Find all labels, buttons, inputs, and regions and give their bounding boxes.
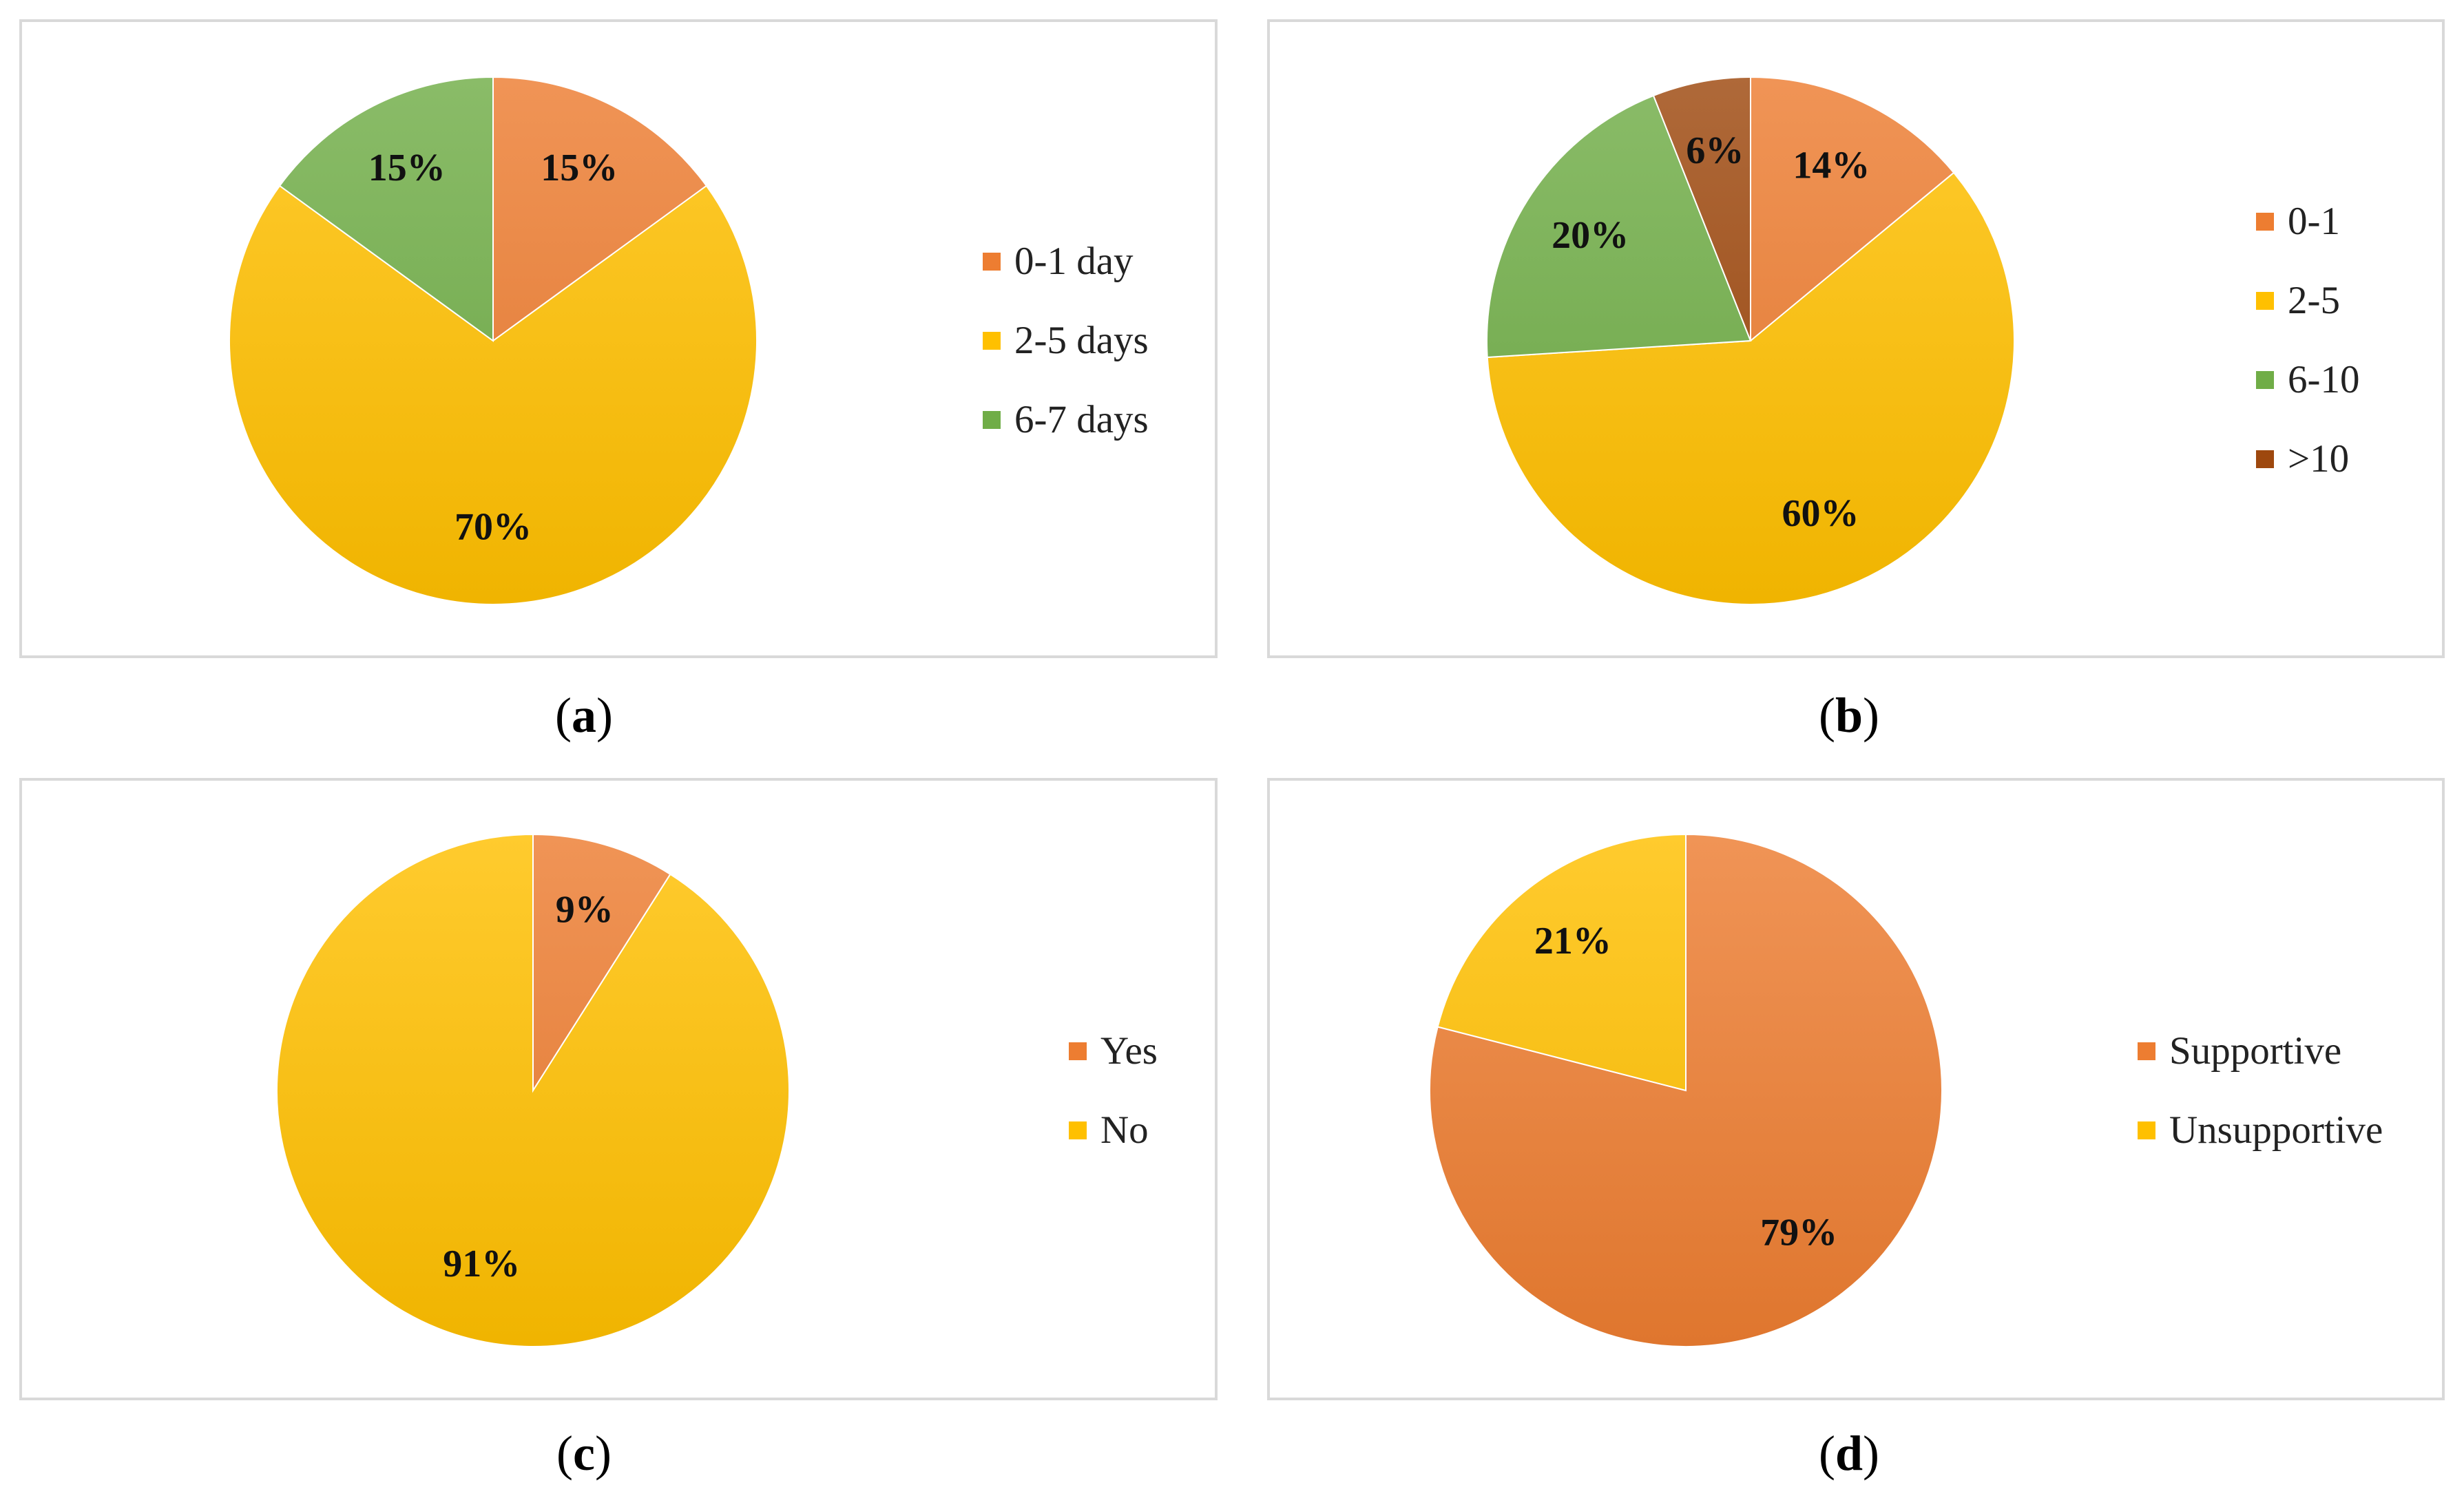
data-label-c-no: 91% [443, 1243, 520, 1285]
legend-item-a-0-1-day: 0-1 day [983, 222, 1149, 301]
pie-chart-c: 9% 91% [276, 833, 790, 1347]
pie-slice-b-gt10 [1652, 76, 1751, 341]
legend-swatch [2256, 450, 2274, 468]
legend-item-b-gt10: >10 [2256, 419, 2359, 498]
pie-slice-a-6-7-days [278, 76, 494, 342]
caption-b: (b) [1818, 688, 1879, 743]
legend-label: 2-5 days [1014, 319, 1149, 362]
pie-slice-a-2-5-days [229, 185, 758, 605]
data-label-d-unsupportive: 21% [1534, 920, 1611, 962]
data-label-a-0-1-day: 15% [541, 147, 618, 189]
legend-label: Yes [1100, 1029, 1158, 1073]
caption-d: (d) [1818, 1426, 1879, 1481]
pie-slice-d-unsupportive [1437, 833, 1687, 1092]
legend-d: Supportive Unsupportive [2138, 1011, 2383, 1170]
chart-panel-a: 15% 70% 15% 0-1 day 2-5 days 6-7 days [19, 19, 1218, 658]
legend-swatch [2256, 370, 2274, 389]
legend-label: Supportive [2169, 1029, 2342, 1073]
legend-item-d-supportive: Supportive [2138, 1011, 2383, 1091]
data-label-a-2-5-days: 70% [455, 506, 532, 549]
legend-label: 6-7 days [1014, 398, 1149, 441]
legend-swatch [2256, 212, 2274, 231]
data-label-b-2-5: 60% [1782, 492, 1859, 535]
pie-slice-b-0-1 [1750, 76, 1955, 343]
legend-swatch [983, 252, 1001, 271]
legend-label: 0-1 day [1014, 240, 1134, 283]
caption-a: (a) [555, 688, 613, 743]
legend-swatch [983, 410, 1001, 429]
legend-label: >10 [2288, 437, 2350, 481]
legend-label: No [1100, 1108, 1149, 1152]
pie-slice-b-6-10 [1486, 94, 1752, 359]
legend-swatch [1069, 1042, 1087, 1060]
legend-label: 2-5 [2288, 279, 2340, 322]
data-label-b-gt10: 6% [1686, 129, 1744, 172]
legend-item-b-6-10: 6-10 [2256, 340, 2359, 419]
chart-panel-c: 9% 91% Yes No [19, 778, 1218, 1400]
data-label-d-supportive: 79% [1760, 1211, 1837, 1254]
legend-swatch [2138, 1042, 2155, 1060]
legend-b: 0-1 2-5 6-10 >10 [2256, 182, 2359, 498]
legend-a: 0-1 day 2-5 days 6-7 days [983, 222, 1149, 459]
legend-label: Unsupportive [2169, 1108, 2383, 1152]
pie-slice-d-supportive [1429, 833, 1943, 1347]
legend-item-b-2-5: 2-5 [2256, 261, 2359, 340]
data-label-b-6-10: 20% [1552, 214, 1629, 257]
legend-label: 6-10 [2288, 358, 2360, 401]
data-label-a-6-7-days: 15% [368, 147, 446, 189]
pie-slice-a-0-1-day [492, 76, 708, 342]
pie-slice-c-no [276, 833, 790, 1347]
pie-chart-b: 14% 60% 20% 6% [1486, 76, 2015, 605]
legend-item-a-6-7-days: 6-7 days [983, 380, 1149, 459]
legend-swatch [983, 331, 1001, 350]
legend-swatch [2256, 291, 2274, 310]
pie-chart-d: 79% 21% [1429, 833, 1943, 1347]
legend-swatch [2138, 1121, 2155, 1139]
caption-c: (c) [556, 1426, 612, 1481]
legend-label: 0-1 [2288, 200, 2340, 243]
chart-panel-d: 79% 21% Supportive Unsupportive [1267, 778, 2445, 1400]
legend-item-d-unsupportive: Unsupportive [2138, 1091, 2383, 1170]
legend-swatch [1069, 1121, 1087, 1139]
legend-item-c-yes: Yes [1069, 1011, 1158, 1091]
legend-item-b-0-1: 0-1 [2256, 182, 2359, 261]
data-label-c-yes: 9% [556, 889, 614, 931]
legend-c: Yes No [1069, 1011, 1158, 1170]
chart-panel-b: 14% 60% 20% 6% 0-1 2-5 6-10 >10 [1267, 19, 2445, 658]
pie-slice-b-2-5 [1486, 171, 2015, 605]
legend-item-c-no: No [1069, 1091, 1158, 1170]
legend-item-a-2-5-days: 2-5 days [983, 301, 1149, 380]
pie-chart-a: 15% 70% 15% [229, 76, 758, 605]
data-label-b-0-1: 14% [1793, 144, 1870, 187]
pie-slice-c-yes [532, 833, 671, 1093]
